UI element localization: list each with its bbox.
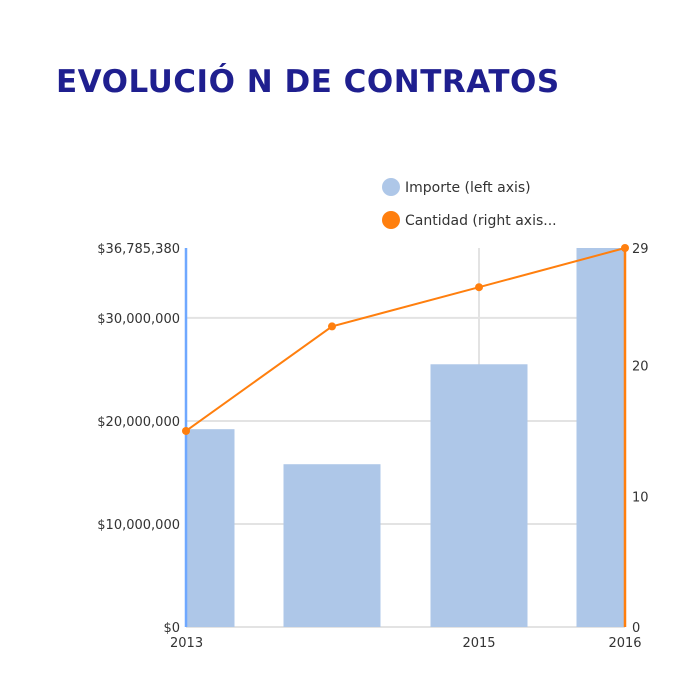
point-cantidad-2013 (182, 426, 190, 435)
tick-labels: $0 $10,000,000 $20,000,000 $30,000,000 $36,7… (97, 242, 648, 651)
legend-swatch-cantidad (382, 211, 400, 229)
bar-series-importe (186, 248, 625, 627)
y-left-tick-label: $0 (163, 621, 180, 636)
y-right-tick-label: 10 (632, 490, 649, 505)
y-right-tick-label: 0 (632, 621, 640, 636)
legend: Importe (left axis) Cantidad (right axis… (382, 178, 557, 229)
line-cantidad (185, 247, 626, 432)
bar-importe-2013 (186, 429, 235, 627)
point-cantidad-2016 (621, 244, 629, 252)
legend-swatch-importe (382, 178, 400, 196)
bar-importe-2015 (430, 364, 528, 627)
y-left-tick-label: $10,000,000 (97, 518, 180, 533)
x-tick-label: 2013 (170, 636, 203, 651)
y-left-tick-label: $30,000,000 (97, 312, 180, 327)
axes (184, 248, 627, 627)
legend-label-cantidad: Cantidad (right axis... (405, 213, 557, 229)
line-series-cantidad (182, 244, 629, 435)
y-right-tick-label: 20 (632, 360, 649, 375)
bar-importe-2014 (283, 464, 381, 627)
legend-label-importe: Importe (left axis) (405, 180, 531, 196)
point-cantidad-2014 (328, 322, 336, 331)
gridlines (185, 248, 626, 628)
bar-importe-2016 (576, 248, 625, 627)
x-tick-label: 2015 (462, 636, 495, 651)
y-left-tick-label: $20,000,000 (97, 415, 180, 430)
x-tick-label: 2016 (608, 636, 641, 651)
point-cantidad-2015 (475, 283, 483, 292)
y-left-tick-label: $36,785,380 (97, 242, 180, 257)
y-right-tick-label: 29 (632, 242, 649, 257)
page-title: EVOLUCIÓ N DE CONTRATOS (56, 64, 560, 100)
